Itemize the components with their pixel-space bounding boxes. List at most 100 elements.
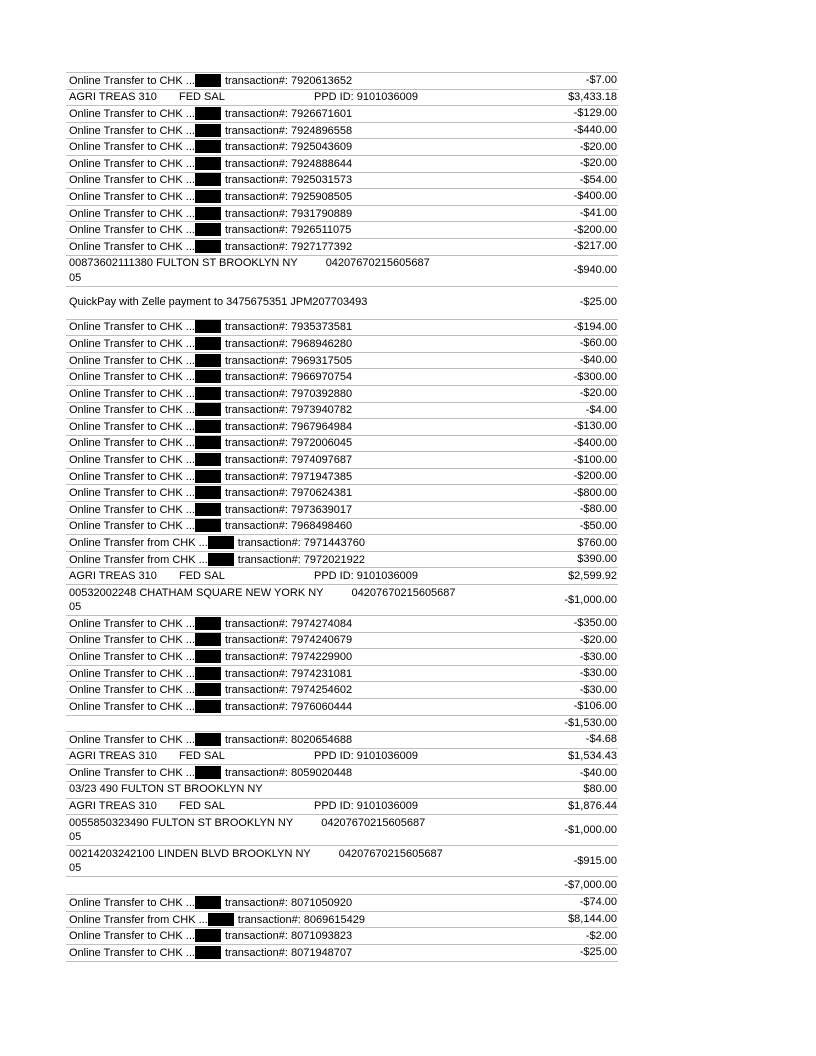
transfer-description-text: Online Transfer to CHK ... bbox=[69, 733, 195, 746]
transaction-amount: -$7,000.00 bbox=[564, 879, 617, 892]
transaction-amount: $390.00 bbox=[577, 553, 617, 566]
transaction-number-text: transaction#: 7970392880 bbox=[224, 387, 353, 400]
transaction-amount: -$25.00 bbox=[579, 296, 617, 309]
merchant-address-line2-text: 05 bbox=[69, 862, 82, 875]
transaction-row: Online Transfer to CHK ... transaction#: … bbox=[66, 105, 618, 122]
transaction-row: Online Transfer to CHK ... transaction#: … bbox=[66, 384, 618, 402]
merchant-address-line2-text: 05 bbox=[69, 601, 82, 614]
transaction-amount: -$350.00 bbox=[573, 617, 617, 630]
transaction-row: Online Transfer to CHK ... transaction#: … bbox=[66, 221, 618, 238]
transaction-description: AGRI TREAS 310 FED SAL PPD ID: 9101036009 bbox=[69, 800, 560, 813]
transaction-amount: -$2.00 bbox=[585, 929, 617, 942]
transaction-amount: -$20.00 bbox=[579, 633, 617, 646]
transaction-number-text: transaction#: 7966970754 bbox=[224, 371, 353, 384]
transaction-amount: -$940.00 bbox=[573, 264, 617, 277]
transaction-number-text: transaction#: 7924896558 bbox=[224, 124, 353, 137]
redacted-account-number-box bbox=[194, 173, 221, 187]
transaction-row: Online Transfer to CHK ... transaction#: … bbox=[66, 188, 618, 205]
transaction-amount: -$194.00 bbox=[573, 320, 617, 333]
transaction-amount: -$30.00 bbox=[579, 683, 617, 696]
transaction-row: Online Transfer to CHK ... transaction#: … bbox=[66, 927, 618, 944]
transaction-description: 0055850323490 FULTON ST BROOKLYN NY 04207… bbox=[69, 816, 556, 845]
transaction-row: Online Transfer to CHK ... transaction#: … bbox=[66, 451, 618, 468]
redacted-account-number-box bbox=[194, 633, 221, 647]
transaction-row: 00873602111380 FULTON ST BROOKLYN NY 0420… bbox=[66, 254, 618, 286]
transfer-description-text: Online Transfer to CHK ... bbox=[69, 174, 195, 187]
transaction-amount: -$400.00 bbox=[573, 436, 617, 449]
transaction-row: Online Transfer to CHK ... transaction#: … bbox=[66, 237, 618, 255]
transaction-amount: -$200.00 bbox=[573, 470, 617, 483]
transaction-row: Online Transfer to CHK ... transaction#: … bbox=[66, 681, 618, 698]
transfer-description-text: Online Transfer to CHK ... bbox=[69, 487, 195, 500]
transaction-description: Online Transfer to CHK ... transaction#: … bbox=[69, 123, 566, 138]
transfer-description-text: Online Transfer to CHK ... bbox=[69, 240, 195, 253]
transaction-number-text: transaction#: 7973940782 bbox=[224, 404, 353, 417]
transfer-description-text: Online Transfer to CHK ... bbox=[69, 387, 195, 400]
merchant-address-text: 00873602111380 FULTON ST BROOKLYN NY bbox=[69, 257, 298, 270]
transaction-description: Online Transfer to CHK ... transaction#: … bbox=[69, 386, 572, 401]
transaction-number-text: transaction#: 7925031573 bbox=[224, 174, 353, 187]
transaction-number-text: transaction#: 7974097687 bbox=[224, 454, 353, 467]
transaction-amount: -$915.00 bbox=[573, 854, 617, 867]
deposit-description-cell: PPD ID: 9101036009 bbox=[314, 90, 418, 103]
redacted-account-number-box bbox=[194, 370, 221, 384]
transaction-amount: -$74.00 bbox=[579, 896, 617, 909]
transfer-description-text: Online Transfer to CHK ... bbox=[69, 420, 195, 433]
transaction-number-text: transaction#: 7968946280 bbox=[224, 337, 353, 350]
redacted-account-number-box bbox=[194, 666, 221, 680]
merchant-address-line2: 05 bbox=[69, 600, 556, 615]
transfer-description-text: Online Transfer to CHK ... bbox=[69, 371, 195, 384]
reference-number-text: 04207670215605687 bbox=[321, 816, 426, 829]
redacted-account-number-box bbox=[207, 552, 234, 566]
transaction-amount: -$20.00 bbox=[579, 387, 617, 400]
transaction-number-text: transaction#: 8071093823 bbox=[224, 930, 353, 943]
transaction-description: Online Transfer to CHK ... transaction#: … bbox=[69, 766, 572, 780]
transfer-description-text: Online Transfer to CHK ... bbox=[69, 107, 195, 120]
redacted-account-number-box bbox=[207, 536, 234, 550]
transaction-amount: -$7.00 bbox=[585, 74, 617, 87]
transaction-row: Online Transfer to CHK ... transaction#: … bbox=[66, 615, 618, 632]
redacted-account-number-box bbox=[194, 650, 221, 664]
transaction-row: Online Transfer from CHK ... transaction#… bbox=[66, 550, 618, 568]
transfer-description-text: Online Transfer to CHK ... bbox=[69, 700, 195, 713]
transaction-number-text: transaction#: 7973639017 bbox=[224, 503, 353, 516]
transaction-row: Online Transfer to CHK ... transaction#: … bbox=[66, 138, 618, 155]
deposit-description-cell: AGRI TREAS 310 bbox=[69, 750, 157, 763]
transfer-description-text: Online Transfer to CHK ... bbox=[69, 651, 195, 664]
transaction-amount: -$1,000.00 bbox=[564, 823, 617, 836]
transaction-amount: -$800.00 bbox=[573, 486, 617, 499]
transaction-row: Online Transfer to CHK ... transaction#: … bbox=[66, 764, 618, 781]
transaction-row: Online Transfer to CHK ... transaction#: … bbox=[66, 368, 618, 385]
transaction-amount: -$129.00 bbox=[573, 107, 617, 120]
transaction-number-text: transaction#: 7974229900 bbox=[224, 651, 353, 664]
transaction-description: Online Transfer to CHK ... transaction#: … bbox=[69, 469, 566, 484]
transaction-description: Online Transfer to CHK ... transaction#: … bbox=[69, 486, 566, 500]
transaction-amount: $3,433.18 bbox=[568, 90, 617, 103]
transfer-description-text: Online Transfer from CHK ... bbox=[69, 913, 208, 926]
transaction-amount: $1,534.43 bbox=[568, 750, 617, 763]
redacted-account-number-box bbox=[194, 156, 221, 170]
redacted-account-number-box bbox=[194, 223, 221, 237]
redacted-account-number-box bbox=[194, 469, 221, 483]
redacted-account-number-box bbox=[194, 929, 221, 943]
transaction-number-text: transaction#: 7967964984 bbox=[224, 420, 353, 433]
transaction-amount: -$130.00 bbox=[573, 420, 617, 433]
transaction-number-text: transaction#: 7974254602 bbox=[224, 684, 353, 697]
transfer-description-text: Online Transfer to CHK ... bbox=[69, 470, 195, 483]
transaction-number-text: transaction#: 7972006045 bbox=[224, 437, 353, 450]
transaction-row: Online Transfer to CHK ... transaction#: … bbox=[66, 467, 618, 485]
transaction-amount: -$200.00 bbox=[573, 223, 617, 236]
deposit-description-cell: FED SAL bbox=[179, 799, 225, 812]
deposit-description-cell: FED SAL bbox=[179, 569, 225, 582]
deposit-description-cell: FED SAL bbox=[179, 750, 225, 763]
transfer-description-text: Online Transfer to CHK ... bbox=[69, 124, 195, 137]
transfer-description-text: Online Transfer to CHK ... bbox=[69, 207, 195, 220]
transaction-description: Online Transfer to CHK ... transaction#: … bbox=[69, 650, 572, 664]
transaction-description: AGRI TREAS 310 FED SAL PPD ID: 9101036009 bbox=[69, 91, 560, 104]
redacted-account-number-box bbox=[194, 502, 221, 516]
transaction-description: Online Transfer to CHK ... transaction#: … bbox=[69, 353, 572, 368]
transaction-description: AGRI TREAS 310 FED SAL PPD ID: 9101036009 bbox=[69, 750, 560, 763]
transfer-description-text: Online Transfer to CHK ... bbox=[69, 684, 195, 697]
transaction-description: Online Transfer to CHK ... transaction#: … bbox=[69, 502, 572, 517]
transaction-description: 03/23 490 FULTON ST BROOKLYN NY bbox=[69, 783, 575, 796]
